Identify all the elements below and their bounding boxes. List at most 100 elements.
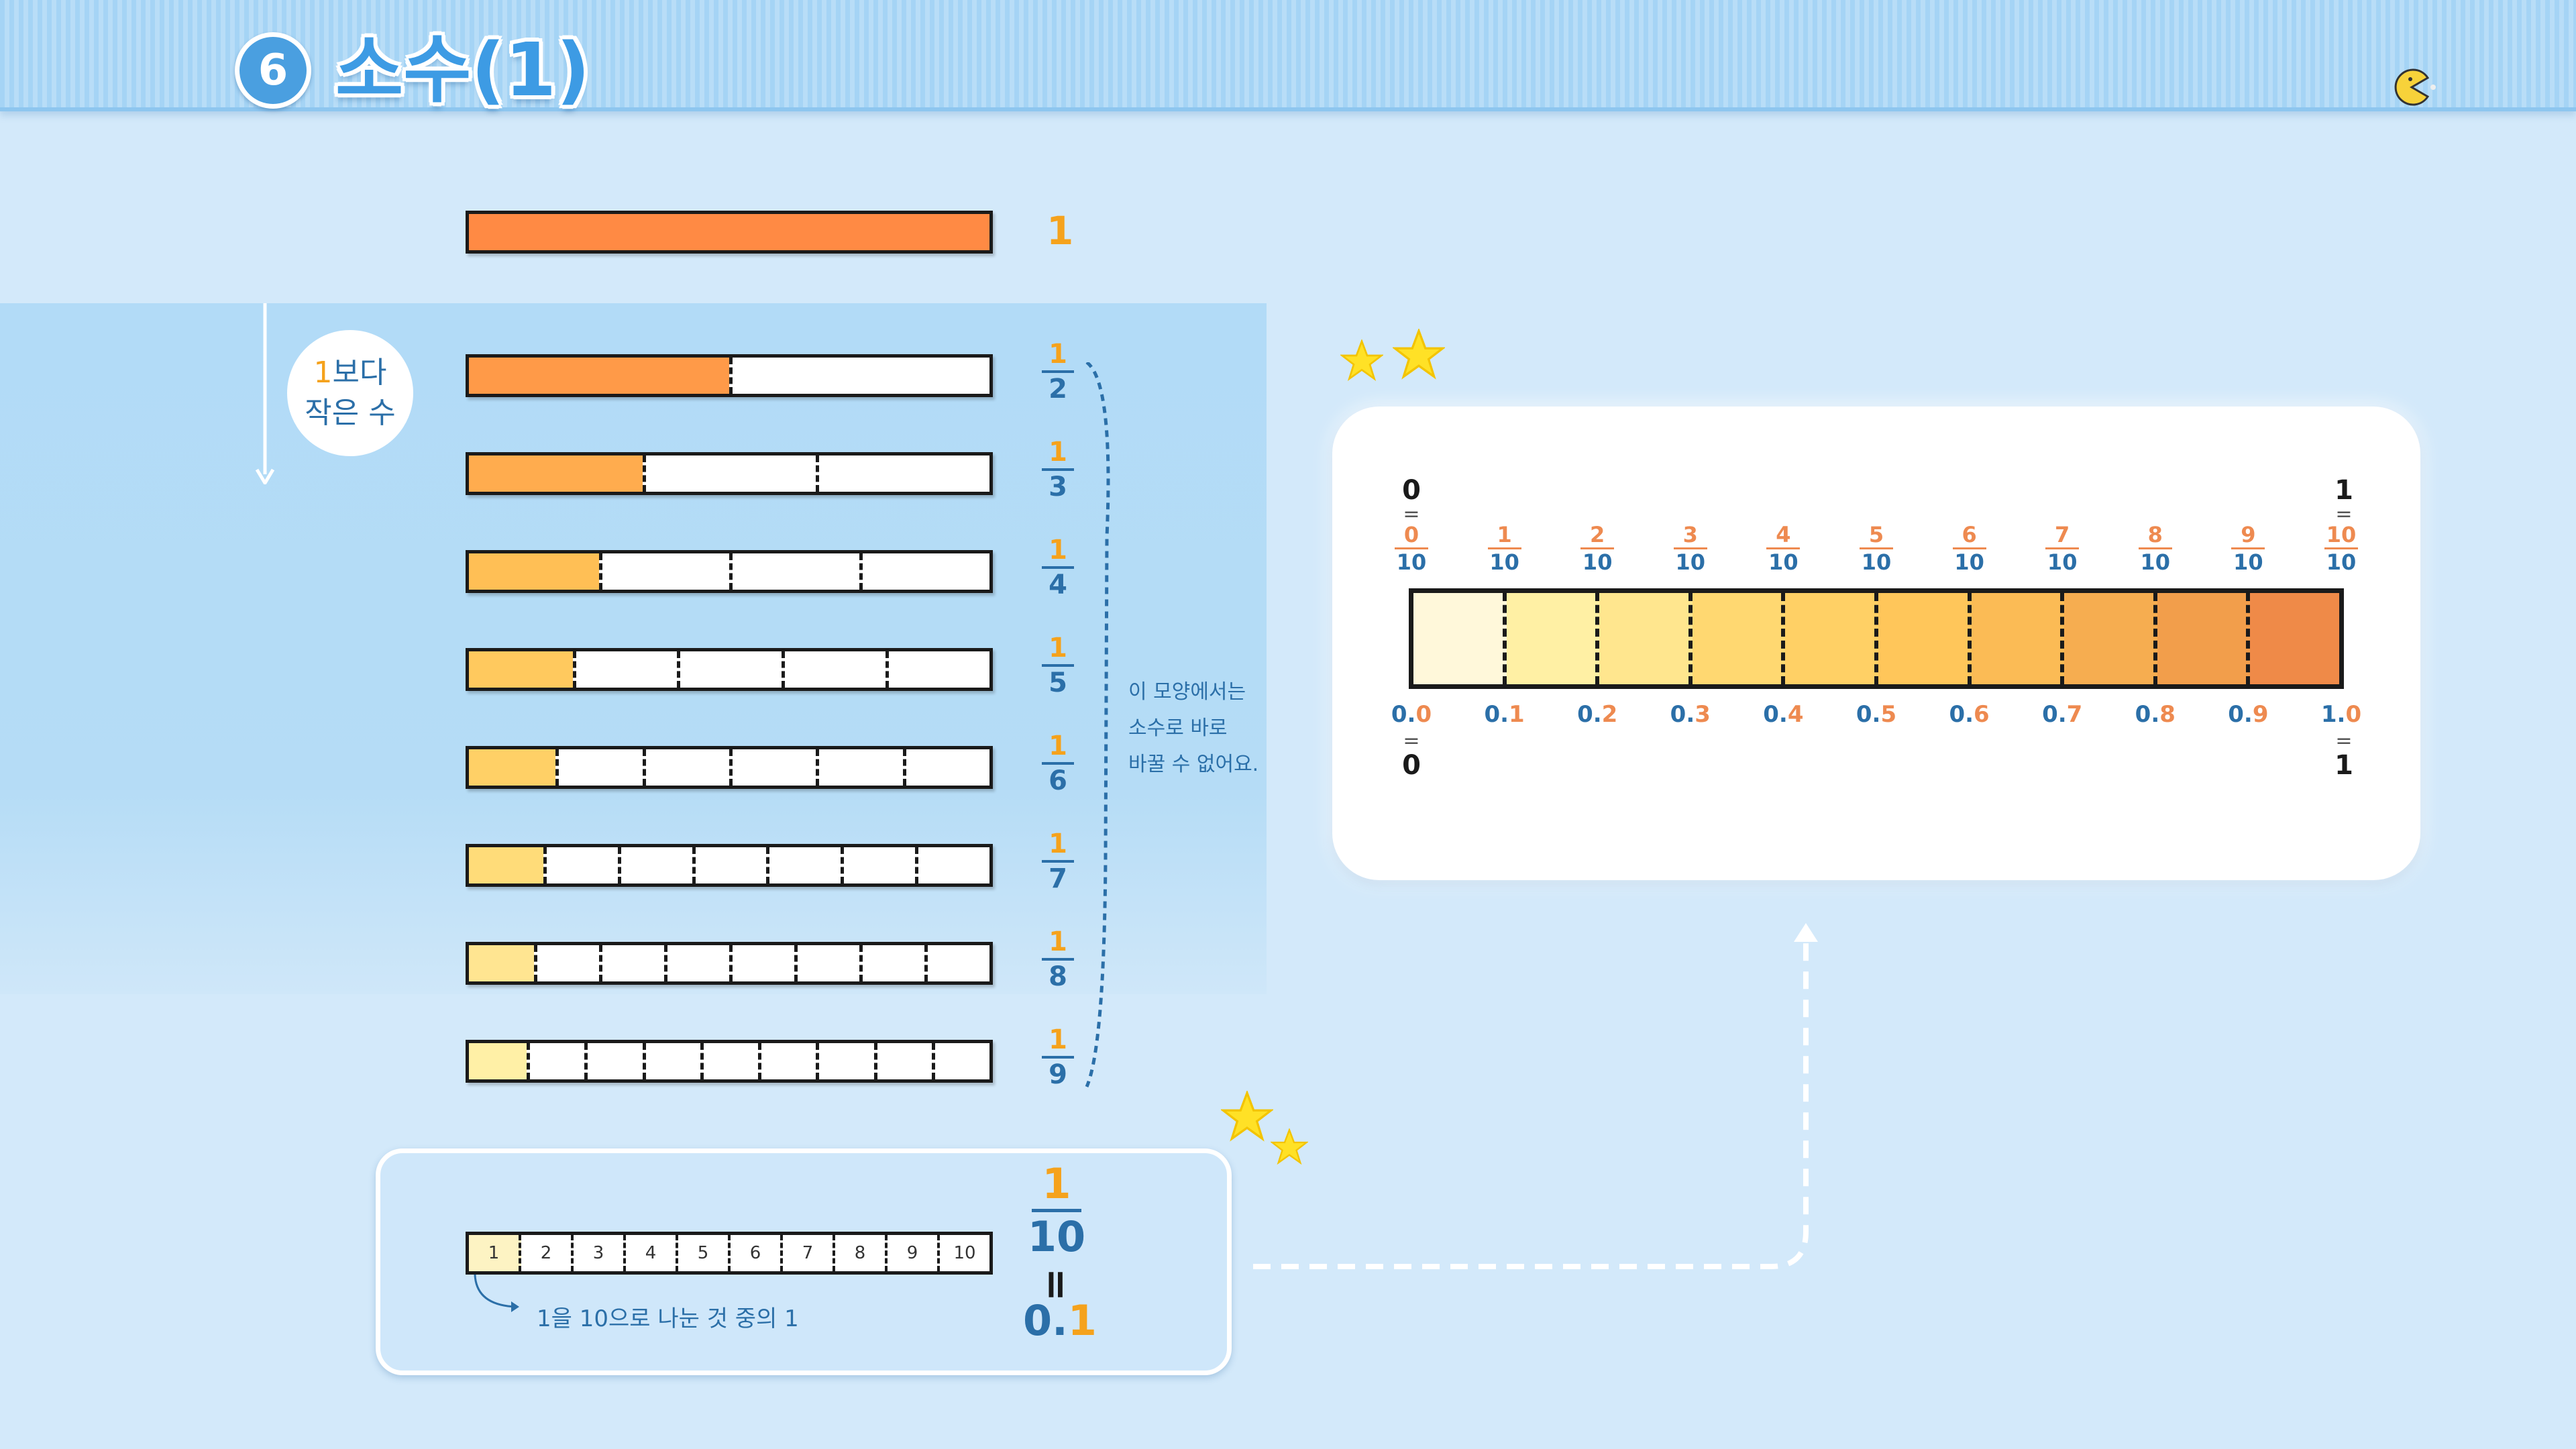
- number-line-segment: [1506, 593, 1600, 684]
- number-line-segment: [1413, 593, 1507, 684]
- fraction-line: [1487, 547, 1521, 549]
- tick-numerator: 10: [2326, 522, 2357, 547]
- number-line-segment: [1785, 593, 1878, 684]
- fraction-divider: [758, 1043, 762, 1079]
- fraction-bar-fill: [469, 1043, 527, 1079]
- tick-fraction-2: 2 10: [1574, 523, 1621, 574]
- tick-decimal: 0.8: [2135, 701, 2176, 728]
- tick-decimal: 0.9: [2228, 701, 2269, 728]
- header-bar: [0, 0, 2576, 111]
- tick-numerator: 2: [1590, 522, 1605, 547]
- equals-mark: =: [1403, 729, 1420, 753]
- lesson-number-badge: 6: [235, 32, 311, 109]
- tick-numerator: 8: [2147, 522, 2163, 547]
- fraction-denominator: 9: [1049, 1059, 1067, 1090]
- note-line-3: 바꿀 수 없어요.: [1128, 753, 1259, 776]
- fraction-bar-fill: [469, 358, 729, 394]
- tick-decimal: 0.1: [1484, 701, 1525, 728]
- equals-mark: =: [1403, 502, 1420, 526]
- tick-denominator: 10: [2326, 549, 2357, 575]
- fraction-divider: [729, 749, 733, 786]
- fraction-denominator: 4: [1049, 570, 1067, 600]
- tick-decimal: 0.3: [1670, 701, 1711, 728]
- fraction-line: [1673, 547, 1707, 549]
- fraction-line: [1042, 370, 1074, 373]
- tick-fraction-5: 5 10: [1853, 523, 1900, 574]
- note-line-2: 소수로 바로: [1128, 716, 1228, 740]
- fraction-line: [2324, 547, 2358, 549]
- tick-denominator: 10: [1582, 549, 1613, 575]
- tick-fraction-4: 4 10: [1760, 523, 1807, 574]
- hook-arrow-icon: [474, 1274, 519, 1312]
- fraction-line: [1580, 547, 1615, 549]
- fraction-divider: [617, 847, 621, 883]
- one-tenth-denominator: 10: [1027, 1212, 1086, 1261]
- fraction-divider: [642, 749, 646, 786]
- star-icon: [1393, 329, 1445, 380]
- number-line-segment: [2157, 593, 2251, 684]
- fraction-line: [1042, 1056, 1074, 1059]
- fraction-divider: [902, 749, 906, 786]
- tenths-cell: 2: [521, 1235, 574, 1271]
- tick-numerator: 5: [1868, 522, 1884, 547]
- number-line-end-whole-bottom: 1: [2334, 750, 2353, 781]
- fraction-denominator: 6: [1049, 765, 1067, 796]
- number-line-segment: [1971, 593, 2065, 684]
- decimal-value: 0.1: [1023, 1296, 1097, 1345]
- tenths-bar: 1 2 3 4 5 6 7 8 9 10: [466, 1232, 993, 1275]
- fraction-divider: [816, 749, 820, 786]
- number-line-start-whole-bottom: 0: [1402, 750, 1421, 781]
- tick-fraction-10: 10 10: [2318, 523, 2365, 574]
- fraction-divider: [677, 651, 681, 688]
- whole-bar: [466, 211, 993, 254]
- tick-numerator: 0: [1403, 522, 1419, 547]
- equals-mark: =: [2335, 729, 2353, 753]
- number-line-end-whole: 1: [2334, 475, 2353, 506]
- tick-denominator: 10: [1768, 549, 1799, 575]
- fraction-divider: [692, 847, 696, 883]
- tick-fraction-0: 0 10: [1388, 523, 1435, 574]
- fraction-line: [1042, 664, 1074, 667]
- fraction-bar-fill: [469, 847, 543, 883]
- fraction-divider: [931, 1043, 935, 1079]
- tick-fraction-1: 1 10: [1481, 523, 1528, 574]
- fraction-divider: [873, 1043, 877, 1079]
- tick-numerator: 1: [1497, 522, 1512, 547]
- fraction-divider: [555, 749, 559, 786]
- fraction-denominator: 3: [1049, 472, 1067, 502]
- tick-numerator: 3: [1682, 522, 1698, 547]
- one-tenth-numerator: 1: [1042, 1159, 1071, 1208]
- number-line-segment: [1692, 593, 1786, 684]
- fraction-divider: [859, 553, 863, 590]
- fraction-divider: [859, 945, 863, 981]
- fraction-divider: [729, 945, 733, 981]
- pacman-icon[interactable]: [2392, 67, 2438, 107]
- fraction-line: [1042, 762, 1074, 765]
- fraction-line: [2231, 547, 2265, 549]
- fraction-divider: [543, 847, 547, 883]
- equals-mark: =: [2335, 502, 2353, 526]
- fraction-line: [1042, 468, 1074, 471]
- smaller-than-one-label: 1보다 작은 수: [287, 330, 413, 456]
- tick-decimal: 0.7: [2042, 701, 2083, 728]
- fraction-numerator: 1: [1049, 633, 1067, 663]
- fraction-bar-1-4: [466, 550, 993, 593]
- number-line-bar: [1409, 588, 2344, 689]
- tenths-cell: 7: [783, 1235, 835, 1271]
- fraction-bar-fill: [469, 455, 643, 492]
- tick-decimal: 0.6: [1949, 701, 1990, 728]
- tick-fraction-8: 8 10: [2132, 523, 2179, 574]
- tick-fraction-3: 3 10: [1667, 523, 1714, 574]
- fraction-divider: [729, 553, 733, 590]
- tick-decimal: 0.4: [1763, 701, 1804, 728]
- fraction-line: [1952, 547, 1986, 549]
- one-tenth-fraction: 1 10: [1026, 1162, 1087, 1259]
- fraction-line: [1042, 860, 1074, 863]
- fraction-bar-fill: [469, 553, 599, 590]
- tick-decimal: 0.2: [1577, 701, 1618, 728]
- star-icon: [1340, 339, 1383, 382]
